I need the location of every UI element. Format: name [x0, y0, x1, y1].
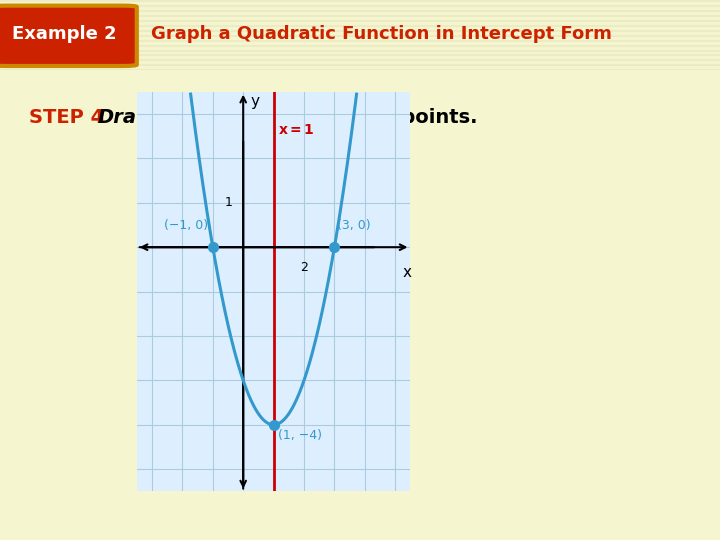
- Text: (1, −4): (1, −4): [278, 429, 322, 442]
- Text: x: x: [403, 265, 412, 280]
- Text: $\mathbf{x = 1}$: $\mathbf{x = 1}$: [278, 123, 315, 137]
- Text: 1: 1: [225, 197, 233, 210]
- FancyBboxPatch shape: [0, 5, 137, 66]
- Text: STEP 4: STEP 4: [29, 108, 104, 127]
- Text: y: y: [251, 94, 260, 109]
- Text: Example 2: Example 2: [12, 25, 117, 43]
- Text: (3, 0): (3, 0): [338, 219, 371, 232]
- Text: a parabola through the points.: a parabola through the points.: [133, 108, 477, 127]
- Text: Graph a Quadratic Function in Intercept Form: Graph a Quadratic Function in Intercept …: [151, 25, 612, 43]
- Text: Draw: Draw: [97, 108, 154, 127]
- Text: (−1, 0): (−1, 0): [164, 219, 208, 232]
- Text: 2: 2: [300, 260, 308, 274]
